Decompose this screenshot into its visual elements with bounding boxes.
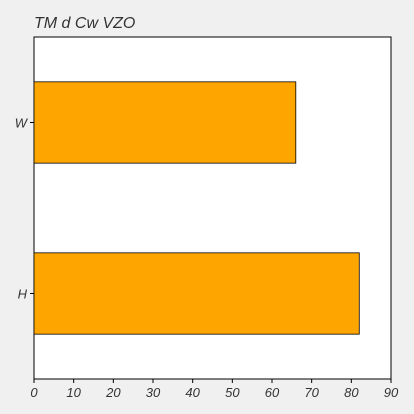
bar-h bbox=[33, 252, 360, 335]
bar-w bbox=[33, 81, 297, 164]
x-tick-label: 40 bbox=[185, 385, 200, 400]
bars-layer bbox=[33, 81, 360, 335]
x-tick-label: 60 bbox=[265, 385, 280, 400]
y-axis: WH bbox=[15, 116, 34, 302]
x-tick-label: 10 bbox=[66, 385, 81, 400]
x-axis: 0 10 20 30 40 50 60 70 80 90 bbox=[30, 379, 399, 400]
y-tick-label: H bbox=[18, 287, 28, 302]
y-tick-label: W bbox=[15, 116, 29, 131]
chart-title: TM d Cw VZO bbox=[34, 15, 135, 32]
x-tick-label: 80 bbox=[344, 385, 359, 400]
x-tick-label: 70 bbox=[304, 385, 319, 400]
x-tick-label: 20 bbox=[105, 385, 121, 400]
x-tick-label: 90 bbox=[384, 385, 399, 400]
x-tick-label: 50 bbox=[225, 385, 240, 400]
x-tick-label: 0 bbox=[30, 385, 38, 400]
x-tick-label: 30 bbox=[146, 385, 161, 400]
